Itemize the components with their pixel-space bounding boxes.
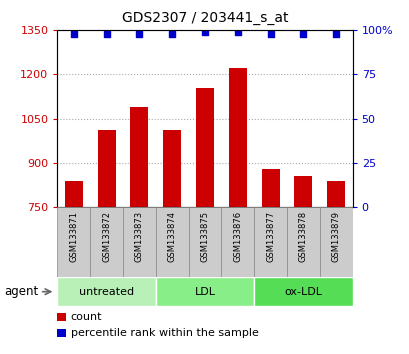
Bar — [228, 68, 246, 207]
Point — [103, 31, 110, 36]
Text: untreated: untreated — [79, 287, 134, 297]
Point — [267, 31, 273, 36]
Bar — [326, 181, 344, 207]
Bar — [130, 107, 148, 207]
Text: LDL: LDL — [194, 287, 215, 297]
Bar — [123, 207, 155, 278]
Text: percentile rank within the sample: percentile rank within the sample — [70, 328, 258, 338]
Text: ox-LDL: ox-LDL — [284, 287, 321, 297]
Bar — [57, 207, 90, 278]
Bar — [90, 207, 123, 278]
Point — [332, 31, 339, 36]
Text: agent: agent — [4, 285, 38, 298]
Bar — [254, 277, 352, 306]
Text: GSM133877: GSM133877 — [265, 211, 274, 262]
Bar — [261, 169, 279, 207]
Bar — [294, 176, 312, 207]
Point — [299, 31, 306, 36]
Bar — [319, 207, 352, 278]
Bar — [196, 88, 213, 207]
Text: GSM133871: GSM133871 — [69, 211, 78, 262]
Point — [136, 31, 142, 36]
Text: GSM133876: GSM133876 — [233, 211, 242, 262]
Bar — [188, 207, 221, 278]
Text: GSM133879: GSM133879 — [331, 211, 340, 262]
Text: GSM133872: GSM133872 — [102, 211, 111, 262]
Text: GSM133878: GSM133878 — [298, 211, 307, 262]
Point — [201, 29, 208, 35]
Text: GSM133875: GSM133875 — [200, 211, 209, 262]
Text: GDS2307 / 203441_s_at: GDS2307 / 203441_s_at — [121, 11, 288, 25]
Point — [169, 31, 175, 36]
Text: GSM133873: GSM133873 — [135, 211, 144, 262]
Text: GSM133874: GSM133874 — [167, 211, 176, 262]
Bar — [221, 207, 254, 278]
Bar — [57, 277, 155, 306]
Bar — [286, 207, 319, 278]
Bar — [65, 181, 83, 207]
Text: count: count — [70, 312, 102, 322]
Bar — [97, 130, 115, 207]
Point — [234, 29, 240, 35]
Bar — [155, 277, 254, 306]
Bar — [254, 207, 286, 278]
Bar — [155, 207, 188, 278]
Point — [70, 31, 77, 36]
Bar — [163, 130, 181, 207]
